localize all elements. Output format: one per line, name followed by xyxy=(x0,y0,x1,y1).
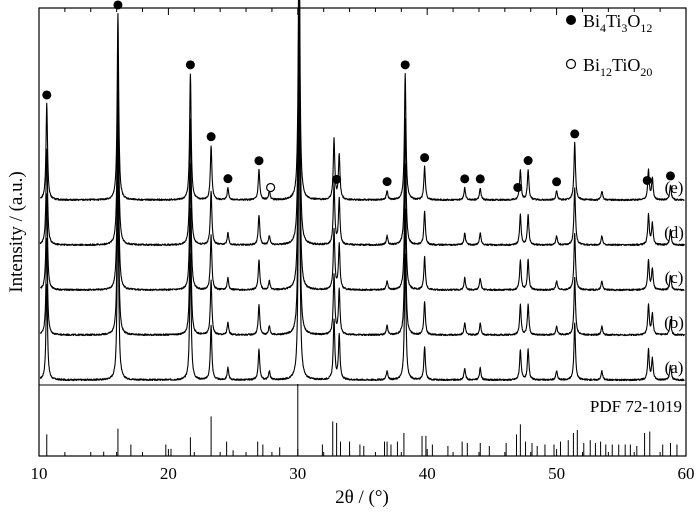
phase-marker-filled xyxy=(523,156,533,166)
phase-marker-filled xyxy=(460,174,470,184)
legend-filled-marker xyxy=(566,15,576,25)
series-trace xyxy=(39,33,685,337)
series-trace xyxy=(40,0,685,292)
phase-marker-filled xyxy=(420,153,430,163)
legend-open-marker xyxy=(565,58,577,70)
plot-frame xyxy=(38,7,687,457)
phase-marker-open xyxy=(266,182,276,193)
series-trace xyxy=(39,0,685,247)
phase-markers xyxy=(42,0,675,193)
phase-marker-filled xyxy=(254,156,264,166)
x-tick-label: 10 xyxy=(31,464,48,483)
x-tick-label: 40 xyxy=(419,464,436,483)
phase-marker-filled xyxy=(42,90,52,100)
phase-marker-filled xyxy=(382,177,392,187)
y-axis-title: Intensity / (a.u.) xyxy=(6,171,27,292)
series-label: (d) xyxy=(664,223,684,242)
series-trace xyxy=(39,78,685,382)
phase-marker-filled xyxy=(332,174,342,184)
series-label: (a) xyxy=(665,358,684,377)
x-axis-title: 2θ / (°) xyxy=(335,487,389,508)
phase-marker-filled xyxy=(552,177,562,187)
phase-marker-filled xyxy=(113,0,123,10)
series-group xyxy=(39,0,685,382)
phase-marker-filled xyxy=(570,129,580,139)
series-label: (b) xyxy=(664,313,684,332)
phase-marker-filled xyxy=(642,175,652,185)
series-label: (e) xyxy=(665,178,684,197)
phase-marker-filled xyxy=(400,60,410,70)
series-label: (c) xyxy=(665,268,684,287)
x-tick-label: 60 xyxy=(678,464,695,483)
legend-entry-1: Bi4Ti3O12 xyxy=(583,11,652,35)
phase-marker-filled xyxy=(185,60,195,70)
x-tick-label: 30 xyxy=(289,464,306,483)
legend-entry-2: Bi12TiO20 xyxy=(583,55,652,79)
legend: Bi4Ti3O12 Bi12TiO20 xyxy=(565,11,652,79)
reference-label: PDF 72-1019 xyxy=(590,397,682,416)
x-axis-ticks: 10 20 30 40 50 60 xyxy=(31,8,695,483)
phase-marker-filled xyxy=(475,174,485,184)
x-tick-label: 20 xyxy=(160,464,177,483)
sample-labels: (a) (b) (c) (d) (e) xyxy=(664,178,684,377)
x-tick-label: 50 xyxy=(548,464,565,483)
reference-pattern xyxy=(46,384,678,456)
phase-marker-filled xyxy=(223,174,233,184)
phase-marker-filled xyxy=(206,132,216,142)
phase-marker-filled xyxy=(665,171,675,181)
series-trace xyxy=(39,0,685,202)
phase-marker-filled xyxy=(513,182,523,192)
